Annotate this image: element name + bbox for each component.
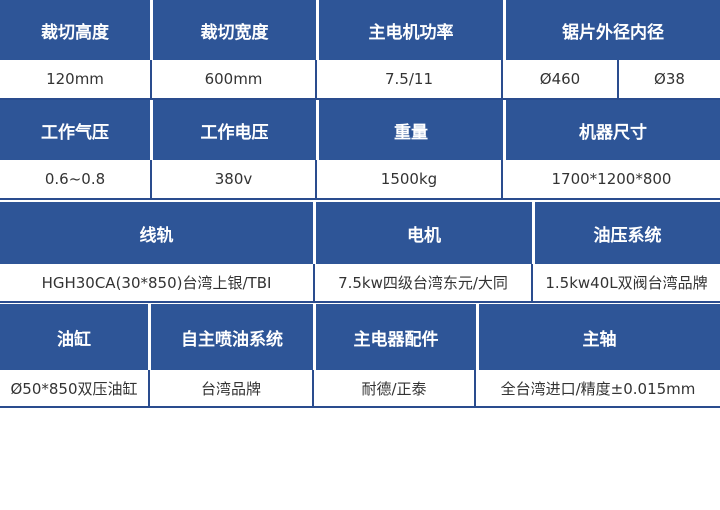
value-row: 0.6~0.8 380v 1500kg 1700*1200*800 — [0, 160, 720, 200]
header-cell: 主轴 — [479, 304, 720, 370]
value-cell: 380v — [152, 160, 315, 198]
header-cell: 锯片外径内径 — [506, 0, 720, 60]
value-cell: 1500kg — [317, 160, 501, 198]
header-cell: 重量 — [319, 100, 503, 160]
value-cell: 1.5kw40L双阀台湾品牌 — [533, 264, 720, 301]
header-cell: 裁切高度 — [0, 0, 150, 60]
header-cell: 油压系统 — [535, 202, 720, 264]
value-cell: 600mm — [152, 60, 315, 98]
value-cell: Ø50*850双压油缸 — [0, 370, 148, 406]
header-row: 油缸 自主喷油系统 主电器配件 主轴 — [0, 304, 720, 370]
header-cell: 主电器配件 — [316, 304, 476, 370]
value-cell: 120mm — [0, 60, 150, 98]
value-cell: 耐德/正泰 — [314, 370, 474, 406]
value-cell: 台湾品牌 — [150, 370, 312, 406]
value-cell: 全台湾进口/精度±0.015mm — [476, 370, 720, 406]
value-cell: 1700*1200*800 — [503, 160, 720, 198]
header-row: 工作气压 工作电压 重量 机器尺寸 — [0, 100, 720, 160]
value-row: Ø50*850双压油缸 台湾品牌 耐德/正泰 全台湾进口/精度±0.015mm — [0, 370, 720, 408]
header-cell: 线轨 — [0, 202, 313, 264]
header-row: 裁切高度 裁切宽度 主电机功率 锯片外径内径 — [0, 0, 720, 60]
header-row: 线轨 电机 油压系统 — [0, 202, 720, 264]
value-cell: Ø38 — [619, 60, 720, 98]
header-cell: 电机 — [316, 202, 532, 264]
header-cell: 裁切宽度 — [153, 0, 316, 60]
header-cell: 油缸 — [0, 304, 148, 370]
value-cell: 7.5kw四级台湾东元/大同 — [315, 264, 531, 301]
value-row: 120mm 600mm 7.5/11 Ø460 Ø38 — [0, 60, 720, 100]
value-cell: 0.6~0.8 — [0, 160, 150, 198]
value-cell: Ø460 — [503, 60, 617, 98]
value-cell: HGH30CA(30*850)台湾上银/TBI — [0, 264, 313, 301]
header-cell: 机器尺寸 — [506, 100, 720, 160]
header-cell: 自主喷油系统 — [151, 304, 313, 370]
header-cell: 工作气压 — [0, 100, 150, 160]
value-row: HGH30CA(30*850)台湾上银/TBI 7.5kw四级台湾东元/大同 1.5… — [0, 264, 720, 303]
header-cell: 工作电压 — [153, 100, 316, 160]
header-cell: 主电机功率 — [319, 0, 503, 60]
value-cell: 7.5/11 — [317, 60, 501, 98]
